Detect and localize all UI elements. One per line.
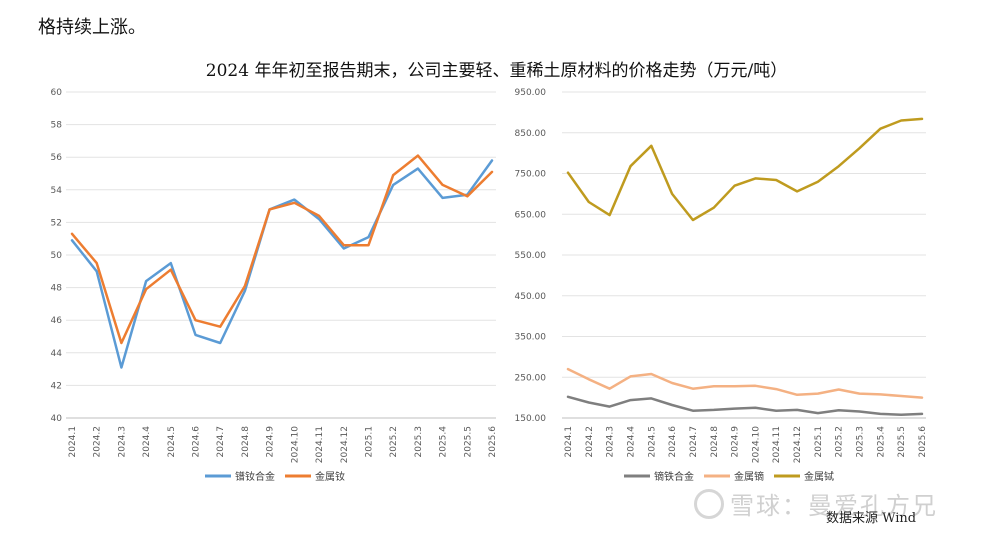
- x-tick-label-0-0: 2024.1: [68, 426, 78, 458]
- x-tick-label-0-11: 2024.12: [340, 426, 350, 463]
- series-line-1-2: [566, 117, 924, 222]
- x-tick-label-1-5: 2024.6: [668, 426, 678, 458]
- x-tick-label-1-7: 2024.8: [710, 426, 720, 458]
- y-tick-label-1-3: 450.00: [515, 292, 547, 302]
- y-tick-label-0-9: 58: [51, 121, 63, 131]
- watermark-logo: [694, 489, 724, 519]
- chart-title: 2024 年年初至报告期末，公司主要轻、重稀土原材料的价格走势（万元/吨）: [205, 61, 788, 81]
- x-tick-label-0-4: 2024.5: [167, 426, 177, 458]
- x-tick-label-1-2: 2024.3: [606, 426, 616, 458]
- legend-label-1-0: 镝铁合金: [654, 470, 694, 483]
- x-tick-label-0-7: 2024.8: [241, 426, 251, 458]
- x-tick-label-1-14: 2025.3: [856, 426, 866, 458]
- y-tick-label-0-2: 44: [51, 349, 63, 359]
- y-tick-label-1-4: 550.00: [515, 251, 547, 261]
- x-tick-label-1-16: 2025.5: [897, 426, 907, 458]
- x-tick-label-0-15: 2025.4: [439, 426, 449, 458]
- y-tick-label-0-4: 48: [51, 284, 63, 294]
- x-tick-label-1-4: 2024.5: [647, 426, 657, 458]
- y-tick-label-0-6: 52: [51, 218, 62, 228]
- series-line-0-1: [70, 154, 494, 345]
- y-tick-label-1-0: 150.00: [515, 414, 547, 424]
- x-tick-label-0-5: 2024.6: [192, 426, 202, 458]
- watermark: 雪球：曼爱孔方兄: [694, 486, 938, 521]
- x-tick-label-0-10: 2024.11: [315, 426, 325, 463]
- x-tick-label-1-1: 2024.2: [585, 426, 595, 458]
- y-tick-label-1-5: 650.00: [515, 210, 547, 220]
- x-tick-label-0-2: 2024.3: [117, 426, 127, 458]
- x-tick-label-0-8: 2024.9: [266, 426, 276, 458]
- x-tick-label-1-12: 2025.1: [814, 426, 824, 458]
- y-tick-label-1-8: 950.00: [515, 88, 547, 98]
- y-tick-label-1-7: 850.00: [515, 129, 547, 139]
- x-tick-label-0-13: 2025.2: [389, 426, 399, 458]
- x-tick-label-1-10: 2024.11: [772, 426, 782, 463]
- series-line-1-1: [566, 367, 924, 399]
- x-tick-label-0-9: 2024.10: [290, 426, 300, 463]
- x-tick-label-0-12: 2025.1: [364, 426, 374, 458]
- data-source: 数据来源 Wind: [826, 511, 917, 526]
- x-tick-label-0-1: 2024.2: [93, 426, 103, 458]
- y-tick-label-0-10: 60: [51, 88, 63, 98]
- x-tick-label-0-6: 2024.7: [216, 426, 226, 458]
- legend-label-1-2: 金属铽: [804, 470, 834, 483]
- x-tick-label-0-17: 2025.6: [488, 426, 498, 458]
- legend-label-0-1: 金属钕: [315, 470, 345, 483]
- x-tick-label-1-3: 2024.4: [626, 426, 636, 458]
- series-line-1-0: [566, 395, 924, 416]
- x-tick-label-1-17: 2025.6: [918, 426, 928, 458]
- y-tick-label-0-8: 56: [51, 153, 63, 163]
- x-tick-label-0-14: 2025.3: [414, 426, 424, 458]
- x-tick-label-1-13: 2025.2: [835, 426, 845, 458]
- watermark-text: 雪球：曼爱孔方兄: [730, 492, 938, 520]
- y-tick-label-0-0: 40: [51, 414, 63, 424]
- x-tick-label-1-0: 2024.1: [564, 426, 574, 458]
- x-tick-label-1-8: 2024.9: [731, 426, 741, 458]
- x-tick-label-1-9: 2024.10: [751, 426, 761, 463]
- y-tick-label-1-2: 350.00: [515, 333, 547, 343]
- y-tick-label-1-6: 750.00: [515, 170, 547, 180]
- y-tick-label-0-3: 46: [51, 316, 63, 326]
- x-tick-label-1-15: 2025.4: [876, 426, 886, 458]
- series-line-0-0: [70, 159, 494, 369]
- y-tick-label-1-1: 250.00: [515, 373, 547, 383]
- x-tick-label-1-6: 2024.7: [689, 426, 699, 458]
- y-tick-label-0-7: 54: [51, 186, 63, 196]
- y-tick-label-0-5: 50: [51, 251, 63, 261]
- legend-label-0-0: 镨钕合金: [235, 470, 275, 483]
- x-tick-label-0-16: 2025.5: [463, 426, 473, 458]
- x-tick-label-1-11: 2024.12: [793, 426, 803, 463]
- legend-label-1-1: 金属镝: [734, 470, 764, 483]
- intro-text: 格持续上涨。: [38, 17, 146, 38]
- y-tick-label-0-1: 42: [51, 381, 62, 391]
- x-tick-label-0-3: 2024.4: [142, 426, 152, 458]
